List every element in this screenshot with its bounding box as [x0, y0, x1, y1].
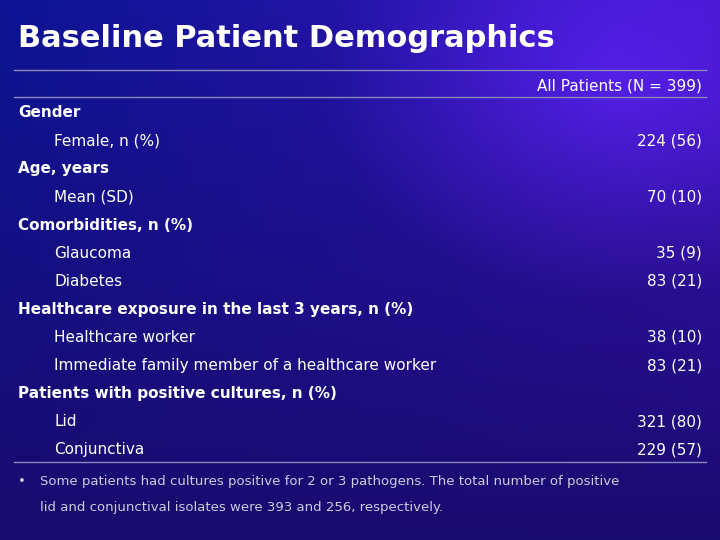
- Text: 321 (80): 321 (80): [637, 414, 702, 429]
- Text: All Patients (N = 399): All Patients (N = 399): [537, 78, 702, 93]
- Text: Diabetes: Diabetes: [54, 274, 122, 289]
- Text: 83 (21): 83 (21): [647, 358, 702, 373]
- Text: 229 (57): 229 (57): [637, 442, 702, 457]
- Text: 83 (21): 83 (21): [647, 274, 702, 289]
- Text: 35 (9): 35 (9): [656, 246, 702, 261]
- Text: Age, years: Age, years: [18, 161, 109, 177]
- Text: Immediate family member of a healthcare worker: Immediate family member of a healthcare …: [54, 358, 436, 373]
- Text: Baseline Patient Demographics: Baseline Patient Demographics: [18, 24, 554, 53]
- Text: Comorbidities, n (%): Comorbidities, n (%): [18, 218, 193, 233]
- Text: 38 (10): 38 (10): [647, 330, 702, 345]
- Text: Gender: Gender: [18, 105, 81, 120]
- Text: 70 (10): 70 (10): [647, 190, 702, 205]
- Text: Healthcare worker: Healthcare worker: [54, 330, 195, 345]
- Text: Lid: Lid: [54, 414, 76, 429]
- Text: Conjunctiva: Conjunctiva: [54, 442, 144, 457]
- Text: •: •: [18, 475, 26, 488]
- Text: Mean (SD): Mean (SD): [54, 190, 134, 205]
- Text: Patients with positive cultures, n (%): Patients with positive cultures, n (%): [18, 386, 337, 401]
- Text: Glaucoma: Glaucoma: [54, 246, 131, 261]
- Text: lid and conjunctival isolates were 393 and 256, respectively.: lid and conjunctival isolates were 393 a…: [40, 501, 443, 514]
- Text: Female, n (%): Female, n (%): [54, 133, 160, 148]
- Text: Some patients had cultures positive for 2 or 3 pathogens. The total number of po: Some patients had cultures positive for …: [40, 475, 619, 488]
- Text: 224 (56): 224 (56): [637, 133, 702, 148]
- Text: Healthcare exposure in the last 3 years, n (%): Healthcare exposure in the last 3 years,…: [18, 302, 413, 317]
